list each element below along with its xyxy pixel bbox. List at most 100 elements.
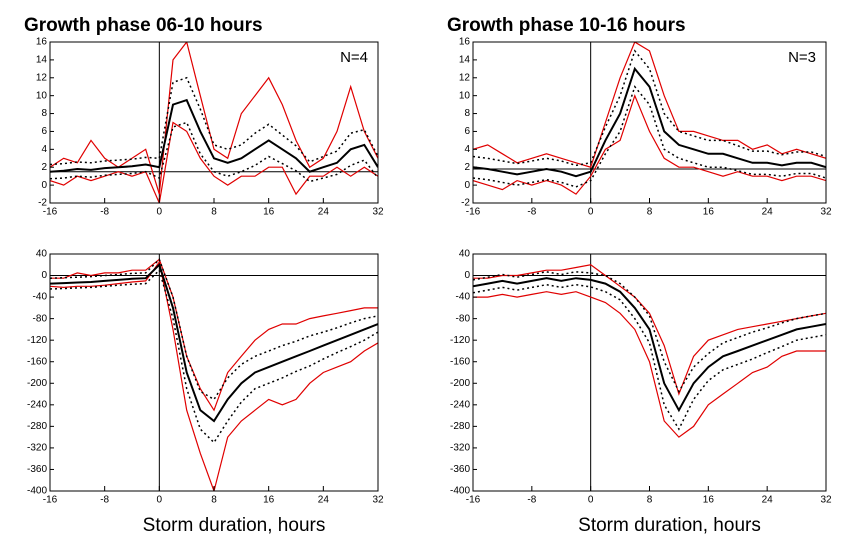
panel-title: Growth phase 06-10 hours: [24, 15, 263, 36]
x-tick-label: 16: [703, 207, 715, 218]
y-tick-label: -120: [27, 335, 47, 346]
x-tick-label: 16: [263, 495, 275, 506]
y-tick-label: 12: [459, 72, 471, 83]
x-tick-label: 16: [263, 207, 275, 218]
y-tick-label: 12: [36, 72, 48, 83]
plot-area: [50, 254, 378, 491]
y-tick-label: -2: [38, 198, 47, 209]
y-tick-label: -80: [33, 313, 48, 324]
y-tick-label: -160: [450, 356, 470, 367]
y-tick-label: -40: [456, 292, 471, 303]
series-line: [50, 262, 378, 423]
y-tick-label: -400: [450, 486, 470, 497]
x-axis-label: Storm duration, hours: [143, 515, 326, 536]
annotation: N=3: [788, 49, 816, 66]
y-tick-label: -360: [27, 464, 47, 475]
y-tick-label: 14: [459, 55, 471, 66]
x-tick-label: -8: [527, 207, 536, 218]
y-tick-label: -280: [450, 421, 470, 432]
series-line: [50, 268, 378, 444]
y-tick-label: -240: [27, 399, 47, 410]
plot-area: [50, 42, 378, 203]
x-tick-label: 32: [372, 207, 384, 218]
series-line: [473, 93, 826, 195]
y-tick-label: -360: [450, 464, 470, 475]
x-tick-label: 32: [820, 495, 832, 506]
y-tick-label: 0: [41, 180, 47, 191]
x-tick-label: 16: [703, 495, 715, 506]
y-tick-label: -120: [450, 335, 470, 346]
plot-frame: [472, 253, 827, 492]
x-tick-label: 0: [157, 495, 163, 506]
y-tick-label: -160: [27, 356, 47, 367]
y-tick-label: 4: [41, 144, 47, 155]
y-tick-label: 10: [36, 90, 48, 101]
x-axis-label: Storm duration, hours: [578, 515, 761, 536]
x-tick-label: 24: [318, 495, 330, 506]
y-tick-label: -80: [456, 313, 471, 324]
y-tick-label: 2: [464, 162, 470, 173]
y-tick-label: 16: [459, 37, 471, 48]
y-tick-label: -320: [27, 443, 47, 454]
x-tick-label: -8: [100, 495, 109, 506]
x-tick-label: -8: [100, 207, 109, 218]
x-tick-label: 8: [211, 495, 217, 506]
x-tick-label: -8: [527, 495, 536, 506]
plot-area: [473, 42, 826, 203]
series-line: [50, 42, 378, 195]
x-tick-label: -16: [466, 495, 481, 506]
x-tick-label: 0: [588, 207, 594, 218]
series-line: [50, 258, 378, 412]
y-tick-label: 40: [459, 249, 471, 260]
panel-title: Growth phase 10-16 hours: [447, 15, 686, 36]
y-tick-label: 10: [459, 90, 471, 101]
series-line: [50, 98, 378, 173]
plot-area: [473, 254, 826, 491]
x-tick-label: 0: [157, 207, 163, 218]
x-tick-label: -16: [43, 495, 58, 506]
y-tick-label: -240: [450, 399, 470, 410]
x-tick-label: 8: [647, 207, 653, 218]
y-tick-label: 0: [41, 270, 47, 281]
series-line: [473, 291, 826, 438]
y-tick-label: -320: [450, 443, 470, 454]
x-tick-label: 32: [820, 207, 832, 218]
y-tick-label: -2: [461, 198, 470, 209]
y-tick-label: -400: [27, 486, 47, 497]
y-tick-label: 6: [464, 126, 470, 137]
x-tick-label: 32: [372, 495, 384, 506]
y-tick-label: 8: [464, 108, 470, 119]
plot-frame: [472, 41, 827, 204]
series-line: [473, 283, 826, 431]
y-tick-label: -200: [27, 378, 47, 389]
plot-frame: [49, 253, 379, 492]
x-tick-label: -16: [43, 207, 58, 218]
y-tick-label: 16: [36, 37, 48, 48]
x-tick-label: 8: [211, 207, 217, 218]
y-tick-label: 40: [36, 249, 48, 260]
series-line: [50, 121, 378, 183]
x-tick-label: 24: [762, 207, 774, 218]
y-tick-label: 8: [41, 108, 47, 119]
series-line: [50, 260, 378, 491]
series-line: [473, 66, 826, 178]
series-line: [473, 277, 826, 413]
y-tick-label: 4: [464, 144, 470, 155]
series-line: [50, 121, 378, 203]
y-tick-label: -40: [33, 292, 48, 303]
plot-frame: [49, 41, 379, 204]
series-line: [473, 49, 826, 167]
x-tick-label: 0: [588, 495, 594, 506]
y-tick-label: -200: [450, 378, 470, 389]
y-tick-label: 14: [36, 55, 48, 66]
series-line: [473, 42, 826, 168]
y-tick-label: 2: [41, 162, 47, 173]
y-tick-label: 0: [464, 270, 470, 281]
x-tick-label: 24: [762, 495, 774, 506]
series-line: [473, 264, 826, 396]
annotation: N=4: [340, 49, 368, 66]
y-tick-label: 0: [464, 180, 470, 191]
x-tick-label: 24: [318, 207, 330, 218]
y-tick-label: -280: [27, 421, 47, 432]
